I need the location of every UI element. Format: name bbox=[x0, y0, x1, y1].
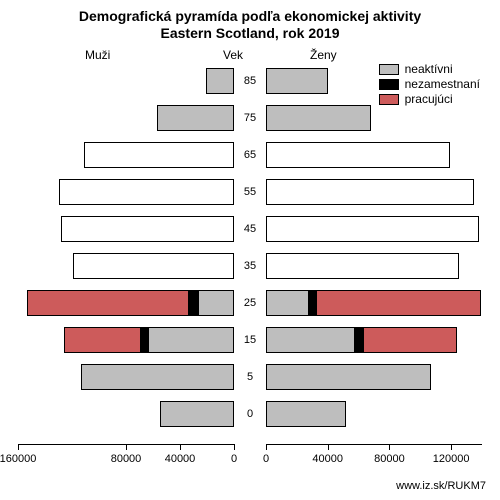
source-link: www.iz.sk/RUKM7 bbox=[396, 480, 486, 492]
age-label: 55 bbox=[236, 186, 264, 198]
bar-segment bbox=[266, 179, 474, 205]
pyramid-row: 75 bbox=[18, 105, 482, 131]
pyramid-row: 45 bbox=[18, 216, 482, 242]
title-line-1: Demografická pyramída podľa ekonomickej … bbox=[0, 8, 500, 25]
axis-tick bbox=[451, 444, 452, 450]
bar-segment bbox=[84, 142, 234, 168]
axis-tick-label: 80000 bbox=[111, 453, 142, 465]
age-label: 65 bbox=[236, 149, 264, 161]
pyramid-row: 35 bbox=[18, 253, 482, 279]
bar-female bbox=[266, 216, 479, 242]
bar-segment bbox=[266, 364, 431, 390]
bar-segment bbox=[141, 327, 148, 353]
axis-tick bbox=[18, 444, 19, 450]
axis-tick bbox=[266, 444, 267, 450]
bar-male bbox=[84, 142, 234, 168]
bar-segment bbox=[206, 68, 234, 94]
axis-tick bbox=[180, 444, 181, 450]
bar-female bbox=[266, 327, 457, 353]
axis-tick-label: 40000 bbox=[312, 453, 343, 465]
chart-title: Demografická pyramída podľa ekonomickej … bbox=[0, 0, 500, 42]
bar-female bbox=[266, 68, 328, 94]
pyramid-row: 25 bbox=[18, 290, 482, 316]
bar-segment bbox=[157, 105, 234, 131]
bar-female bbox=[266, 364, 431, 390]
bar-male bbox=[73, 253, 234, 279]
bar-segment bbox=[189, 290, 197, 316]
axis-tick-label: 0 bbox=[263, 453, 269, 465]
pyramid-row: 85 bbox=[18, 68, 482, 94]
bar-male bbox=[64, 327, 234, 353]
bar-segment bbox=[309, 290, 316, 316]
bar-segment bbox=[73, 253, 234, 279]
pyramid-row: 5 bbox=[18, 364, 482, 390]
axis-tick-label: 160000 bbox=[0, 453, 36, 465]
bar-segment bbox=[355, 327, 363, 353]
age-label: 5 bbox=[236, 371, 264, 383]
bar-segment bbox=[316, 290, 481, 316]
axis-tick-label: 120000 bbox=[433, 453, 470, 465]
axis-tick bbox=[328, 444, 329, 450]
bar-segment bbox=[27, 290, 189, 316]
pyramid-row: 0 bbox=[18, 401, 482, 427]
bar-female bbox=[266, 179, 474, 205]
bar-segment bbox=[266, 253, 459, 279]
bar-segment bbox=[266, 216, 479, 242]
age-label: 45 bbox=[236, 223, 264, 235]
bar-segment bbox=[81, 364, 234, 390]
axis-male: 16000080000400000 bbox=[18, 444, 234, 450]
bar-segment bbox=[61, 216, 234, 242]
bar-male bbox=[59, 179, 235, 205]
chart-container: Demografická pyramída podľa ekonomickej … bbox=[0, 0, 500, 500]
bar-female bbox=[266, 401, 346, 427]
bar-segment bbox=[266, 327, 355, 353]
header-age: Vek bbox=[223, 48, 243, 62]
bar-female bbox=[266, 253, 459, 279]
bar-male bbox=[157, 105, 234, 131]
age-label: 0 bbox=[236, 408, 264, 420]
bar-segment bbox=[160, 401, 234, 427]
pyramid-row: 15 bbox=[18, 327, 482, 353]
bar-segment bbox=[266, 105, 371, 131]
bar-female bbox=[266, 142, 450, 168]
title-line-2: Eastern Scotland, rok 2019 bbox=[0, 25, 500, 42]
axis-tick bbox=[126, 444, 127, 450]
axis-tick bbox=[389, 444, 390, 450]
bar-segment bbox=[266, 68, 328, 94]
axis-tick-label: 0 bbox=[231, 453, 237, 465]
bar-segment bbox=[59, 179, 235, 205]
header-male: Muži bbox=[85, 48, 110, 62]
bar-segment bbox=[198, 290, 234, 316]
age-label: 25 bbox=[236, 297, 264, 309]
bar-male bbox=[61, 216, 234, 242]
bar-segment bbox=[266, 290, 309, 316]
plot-area: 85 75 65 55 45 35 25 15 5 0 bbox=[18, 68, 482, 438]
axis-tick bbox=[234, 444, 235, 450]
axis-tick-label: 40000 bbox=[165, 453, 196, 465]
pyramid-row: 65 bbox=[18, 142, 482, 168]
bar-male bbox=[206, 68, 234, 94]
axis-tick-label: 80000 bbox=[374, 453, 405, 465]
age-label: 15 bbox=[236, 334, 264, 346]
bar-segment bbox=[363, 327, 457, 353]
pyramid-row: 55 bbox=[18, 179, 482, 205]
bar-male bbox=[81, 364, 234, 390]
bar-segment bbox=[266, 401, 346, 427]
bar-male bbox=[27, 290, 234, 316]
bar-female bbox=[266, 290, 481, 316]
bar-female bbox=[266, 105, 371, 131]
header-female: Ženy bbox=[310, 48, 337, 62]
age-label: 35 bbox=[236, 260, 264, 272]
age-label: 85 bbox=[236, 75, 264, 87]
bar-segment bbox=[64, 327, 141, 353]
bar-segment bbox=[266, 142, 450, 168]
axis-female: 04000080000120000 bbox=[266, 444, 482, 450]
bar-segment bbox=[148, 327, 234, 353]
age-label: 75 bbox=[236, 112, 264, 124]
bar-male bbox=[160, 401, 234, 427]
